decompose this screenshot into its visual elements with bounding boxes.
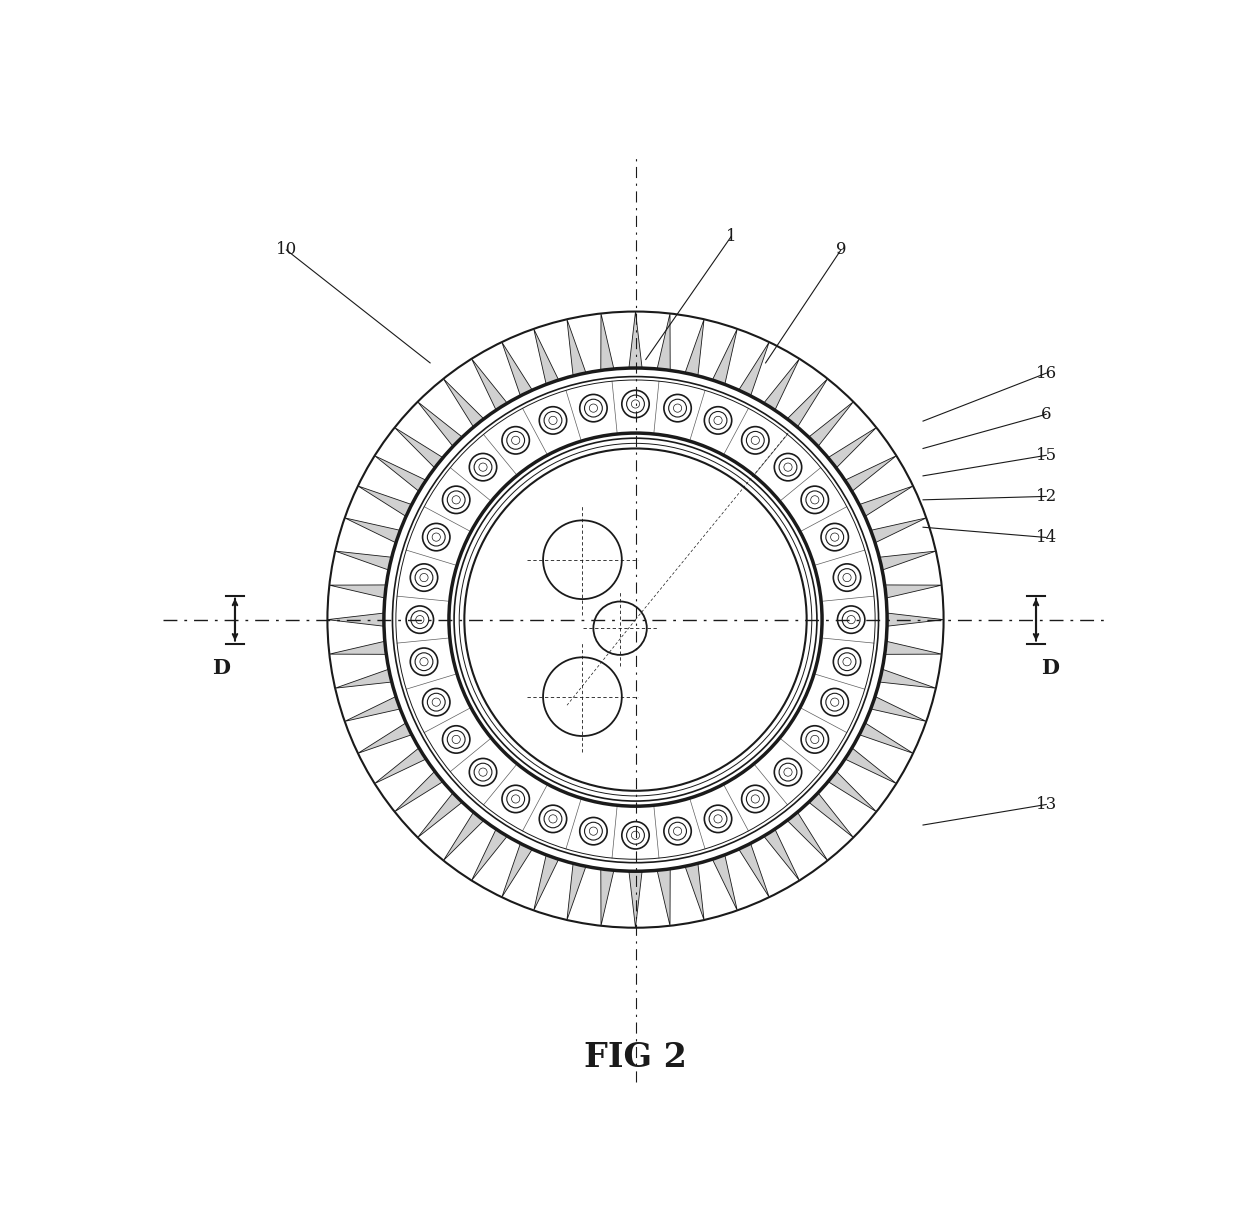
Polygon shape — [335, 551, 392, 571]
Polygon shape — [859, 723, 913, 753]
Polygon shape — [870, 697, 926, 721]
Polygon shape — [870, 518, 926, 542]
Polygon shape — [739, 342, 769, 396]
Polygon shape — [335, 669, 392, 688]
Polygon shape — [657, 313, 670, 371]
Polygon shape — [418, 793, 463, 838]
Polygon shape — [345, 697, 401, 721]
Polygon shape — [502, 342, 532, 396]
Polygon shape — [394, 772, 443, 812]
Polygon shape — [601, 313, 614, 371]
Polygon shape — [471, 358, 507, 410]
Polygon shape — [629, 871, 642, 928]
Polygon shape — [502, 843, 532, 897]
Polygon shape — [684, 319, 704, 375]
Text: 16: 16 — [1035, 364, 1056, 382]
Polygon shape — [471, 829, 507, 881]
Polygon shape — [327, 614, 384, 626]
Text: 12: 12 — [1035, 488, 1056, 504]
Polygon shape — [712, 329, 738, 384]
Polygon shape — [444, 812, 484, 860]
Polygon shape — [808, 793, 853, 838]
Polygon shape — [358, 723, 412, 753]
Polygon shape — [879, 551, 936, 571]
Polygon shape — [358, 486, 412, 517]
Text: 9: 9 — [836, 242, 846, 259]
Polygon shape — [844, 455, 897, 491]
Polygon shape — [567, 864, 587, 920]
Polygon shape — [394, 427, 443, 467]
Text: 14: 14 — [1035, 529, 1056, 546]
Polygon shape — [884, 642, 941, 654]
Polygon shape — [764, 358, 800, 410]
Polygon shape — [345, 518, 401, 542]
Text: 15: 15 — [1035, 447, 1056, 464]
Polygon shape — [828, 427, 877, 467]
Polygon shape — [418, 401, 463, 447]
Text: 6: 6 — [1042, 406, 1052, 423]
Text: D: D — [1040, 658, 1059, 677]
Polygon shape — [330, 585, 387, 598]
Text: 1: 1 — [727, 228, 737, 244]
Polygon shape — [887, 614, 944, 626]
Text: 10: 10 — [275, 242, 296, 259]
Polygon shape — [879, 669, 936, 688]
Polygon shape — [374, 748, 427, 784]
Polygon shape — [684, 864, 704, 920]
Polygon shape — [444, 379, 484, 427]
Polygon shape — [629, 312, 642, 368]
Polygon shape — [828, 772, 877, 812]
Polygon shape — [787, 379, 827, 427]
Polygon shape — [787, 812, 827, 860]
Polygon shape — [330, 642, 387, 654]
Polygon shape — [374, 455, 427, 491]
Polygon shape — [533, 855, 559, 910]
Polygon shape — [844, 748, 897, 784]
Polygon shape — [533, 329, 559, 384]
Polygon shape — [712, 855, 738, 910]
Polygon shape — [739, 843, 769, 897]
Polygon shape — [859, 486, 913, 517]
Text: 13: 13 — [1035, 796, 1056, 814]
Polygon shape — [884, 585, 941, 598]
Polygon shape — [567, 319, 587, 375]
Text: D: D — [212, 658, 231, 677]
Polygon shape — [601, 869, 614, 926]
Polygon shape — [764, 829, 800, 881]
Polygon shape — [808, 401, 853, 447]
Polygon shape — [657, 869, 670, 926]
Text: FIG 2: FIG 2 — [584, 1042, 687, 1075]
